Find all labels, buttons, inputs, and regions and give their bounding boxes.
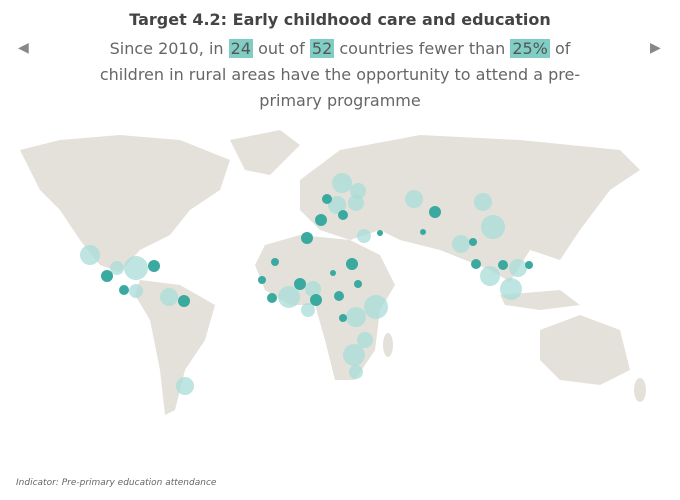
title: Target 4.2: Early childhood care and edu… — [129, 10, 551, 29]
text: out of — [258, 39, 305, 58]
dark-bubbles — [101, 194, 533, 322]
light-bubbles — [80, 173, 527, 395]
footer-text: Pre-primary education attendance — [61, 478, 217, 488]
highlight: 25% — [510, 39, 550, 58]
text: of children in rural areas have the oppo… — [99, 39, 581, 110]
map — [20, 130, 646, 415]
land — [20, 130, 646, 415]
next-arrow[interactable]: ▶ — [650, 40, 661, 56]
highlight: 24 — [228, 39, 253, 58]
footer-label: Indicator: — [16, 478, 59, 488]
text: countries fewer than — [339, 39, 506, 58]
headline: Since 2010, in 24 out of 52 countries fe… — [95, 36, 585, 114]
text: Since 2010, in — [109, 39, 224, 58]
highlight: 52 — [309, 39, 335, 58]
prev-arrow[interactable]: ◀ — [18, 40, 29, 56]
footer: Indicator: Pre-primary education attenda… — [16, 478, 216, 488]
